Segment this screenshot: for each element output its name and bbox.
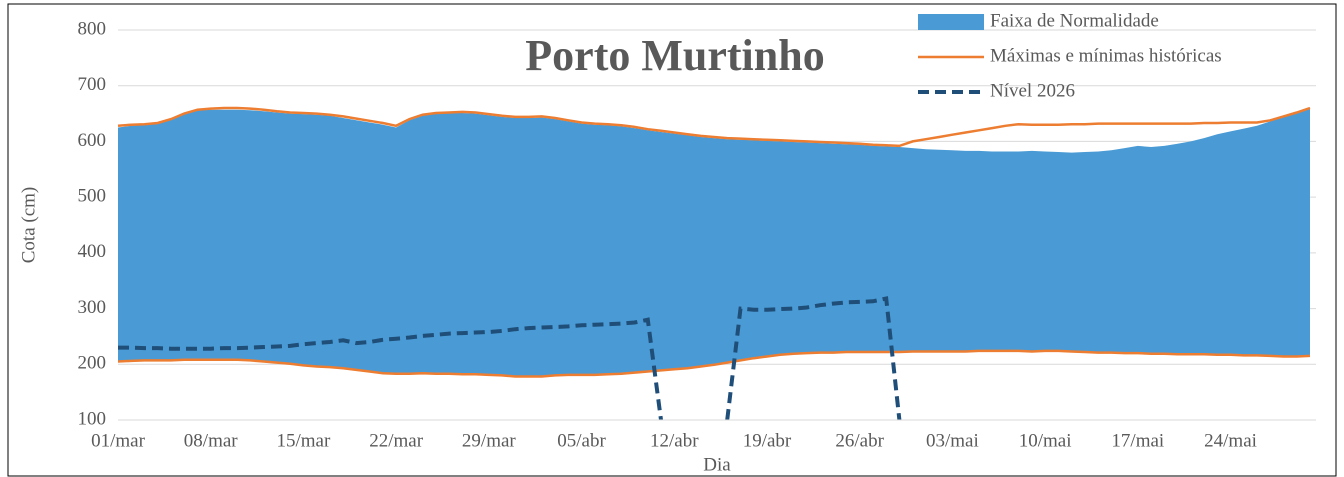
x-tick-label: 26/abr: [835, 430, 884, 451]
x-tick-label: 19/abr: [743, 430, 792, 451]
legend-label: Nível 2026: [990, 80, 1075, 101]
x-tick-label: 17/mai: [1111, 430, 1164, 451]
x-tick-label: 01/mar: [91, 430, 145, 451]
y-tick-label: 800: [78, 18, 107, 39]
y-tick-label: 500: [78, 186, 107, 207]
x-tick-label: 03/mai: [926, 430, 979, 451]
y-tick-label: 200: [78, 353, 107, 374]
x-tick-label: 15/mar: [277, 430, 331, 451]
x-tick-label: 24/mai: [1204, 430, 1257, 451]
x-axis-label: Dia: [703, 454, 731, 475]
historic-line: [117, 349, 1311, 378]
y-tick-label: 100: [78, 408, 107, 429]
y-tick-label: 300: [78, 297, 107, 318]
normal-band: [118, 109, 1310, 377]
x-tick-label: 22/mar: [369, 430, 423, 451]
y-tick-label: 400: [78, 241, 107, 262]
plot: [117, 106, 1311, 421]
y-tick-label: 600: [78, 130, 107, 151]
level-line: [118, 296, 902, 421]
legend-label: Máximas e mínimas históricas: [990, 45, 1222, 66]
legend-swatch: [918, 14, 984, 30]
historic-line: [117, 106, 1311, 148]
chart-title: Porto Murtinho: [525, 31, 824, 80]
x-tick-label: 12/abr: [650, 430, 699, 451]
y-axis-label: Cota (cm): [18, 187, 39, 264]
x-tick-label: 29/mar: [462, 430, 516, 451]
x-tick-label: 05/abr: [557, 430, 606, 451]
legend-label: Faixa de Normalidade: [990, 10, 1159, 31]
y-tick-label: 700: [78, 74, 107, 95]
x-tick-label: 10/mai: [1019, 430, 1072, 451]
x-tick-label: 08/mar: [184, 430, 238, 451]
